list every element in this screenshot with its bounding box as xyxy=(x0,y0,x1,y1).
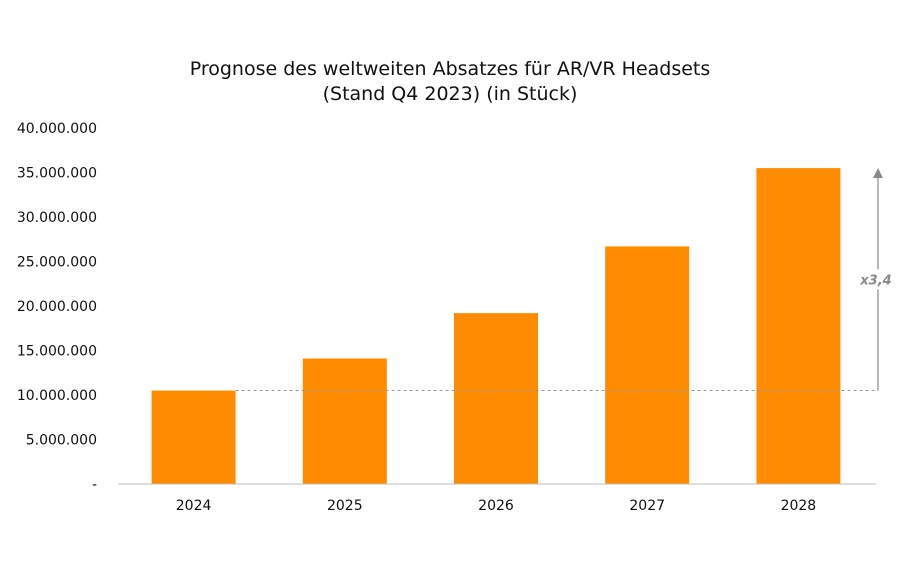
growth-annotation-label: x3,4 xyxy=(859,273,891,288)
bar xyxy=(454,313,538,484)
bar xyxy=(302,358,387,484)
x-tick-label: 2025 xyxy=(327,498,363,514)
chart-title-line-2: (Stand Q4 2023) (in Stück) xyxy=(322,83,578,105)
y-tick-label: 30.000.000 xyxy=(17,210,97,226)
y-tick-label: 40.000.000 xyxy=(17,121,97,137)
y-tick-label: 25.000.000 xyxy=(17,255,97,271)
x-tick-label: 2024 xyxy=(176,498,212,514)
bar xyxy=(605,246,690,484)
y-tick-label: 15.000.000 xyxy=(17,344,97,360)
x-tick-label: 2028 xyxy=(781,498,817,514)
bar xyxy=(151,390,236,484)
chart-title-line-1: Prognose des weltweiten Absatzes für AR/… xyxy=(189,58,711,80)
x-tick-label: 2027 xyxy=(629,498,665,514)
growth-arrow-head xyxy=(873,168,883,179)
bar xyxy=(756,168,841,484)
y-tick-label: 5.000.000 xyxy=(26,433,97,449)
y-tick-label: - xyxy=(92,477,97,493)
annotation-label-background xyxy=(858,269,894,290)
y-tick-label: 20.000.000 xyxy=(17,299,97,315)
x-tick-label: 2026 xyxy=(478,498,514,514)
y-tick-label: 35.000.000 xyxy=(17,166,97,182)
y-tick-label: 10.000.000 xyxy=(17,388,97,404)
